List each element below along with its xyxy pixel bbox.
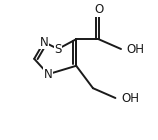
Text: N: N xyxy=(44,68,53,81)
Text: OH: OH xyxy=(127,43,145,55)
Text: S: S xyxy=(54,43,62,55)
Text: O: O xyxy=(94,3,103,16)
Text: N: N xyxy=(40,36,48,48)
Text: OH: OH xyxy=(121,92,139,104)
